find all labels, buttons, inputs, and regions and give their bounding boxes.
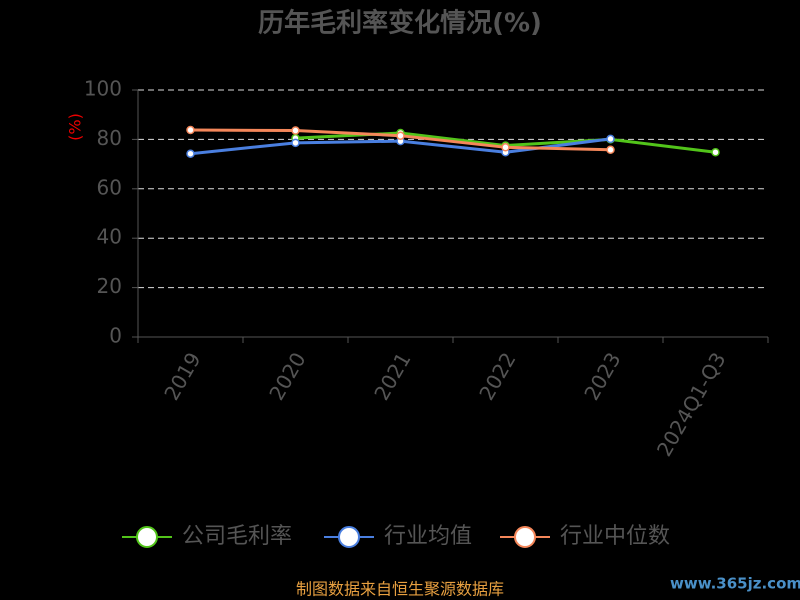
x-tick-label: 2019 [159,348,205,404]
x-tick-label: 2023 [579,348,625,404]
legend-label: 行业中位数 [560,524,670,549]
point [606,134,615,144]
y-tick-label: 40 [97,225,122,249]
x-tick-label: 2021 [369,348,415,404]
point [291,126,300,135]
point [291,138,300,148]
y-tick-label: 20 [97,274,122,298]
point [711,147,720,157]
chart-title: 历年毛利率变化情况(%) [258,8,542,39]
x-tick-label: 2024Q1-Q3 [652,348,731,460]
legend-marker [136,526,158,548]
y-tick-label: 80 [97,126,122,150]
point [396,131,405,140]
legend-label: 行业均值 [384,524,472,549]
legend-marker [338,526,360,548]
y-tick-label: 60 [97,175,122,199]
y-axis-label: (%) [66,113,85,141]
y-tick-label: 100 [84,77,122,101]
point [186,125,195,135]
point [606,145,615,155]
y-tick-label: 0 [109,324,122,348]
point [501,143,510,152]
legend-label: 公司毛利率 [182,524,292,549]
source-note: 制图数据来自恒生聚源数据库 [296,580,504,599]
legend-marker [514,526,536,548]
point [186,149,195,158]
watermark: www.365jz.com [670,575,800,593]
x-tick-label: 2022 [474,348,520,404]
x-tick-label: 2020 [264,348,310,404]
